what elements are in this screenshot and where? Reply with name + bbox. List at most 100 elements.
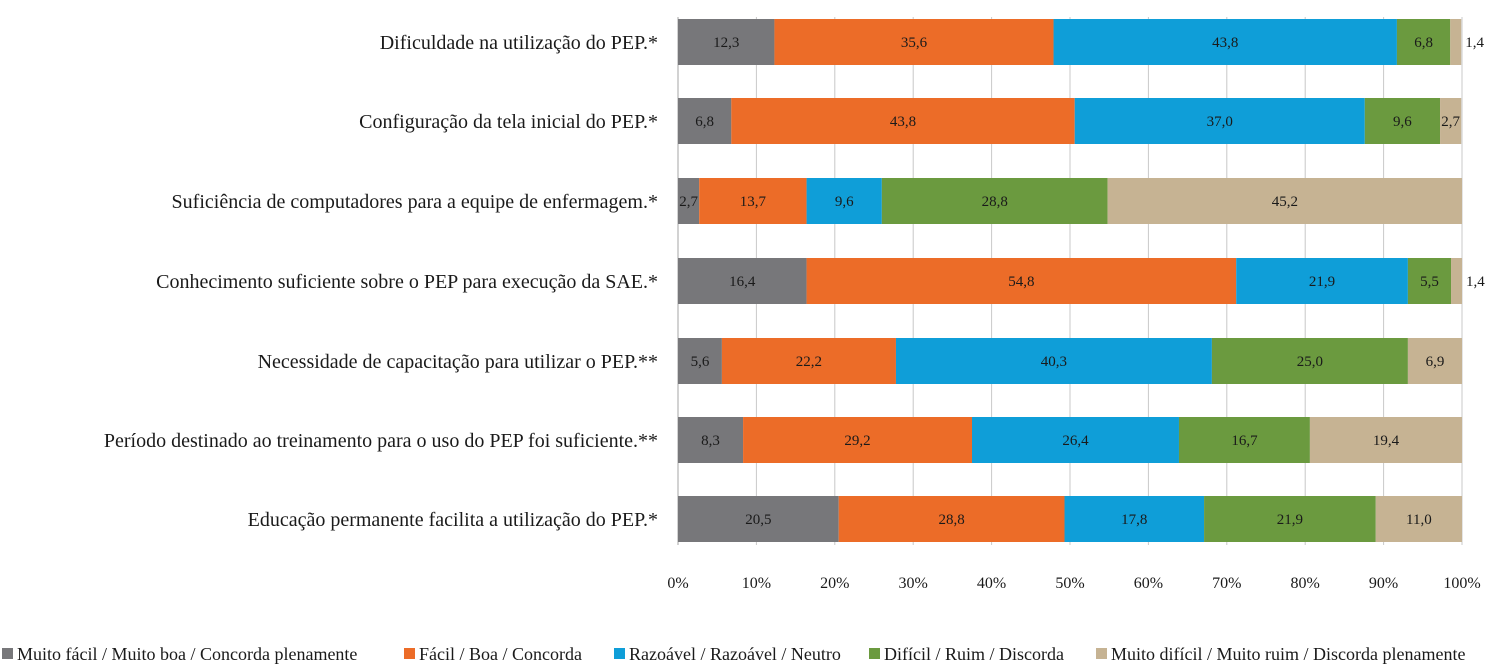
data-label: 45,2 (1272, 194, 1298, 210)
data-label: 21,9 (1309, 274, 1335, 290)
legend-swatch (614, 648, 625, 659)
bar-segment (743, 417, 972, 463)
x-tick-label: 20% (820, 575, 849, 592)
bar-segment (972, 417, 1179, 463)
bar-segment (881, 178, 1108, 224)
x-tick-label: 90% (1369, 575, 1398, 592)
bar-segment (1451, 258, 1462, 304)
bar-segment (1053, 19, 1397, 65)
data-label: 19,4 (1373, 433, 1400, 449)
data-label: 9,6 (835, 194, 854, 210)
category-label: Educação permanente facilita a utilizaçã… (248, 509, 658, 531)
data-label: 25,0 (1297, 354, 1323, 370)
legend-label: Difícil / Ruim / Discorda (884, 644, 1064, 664)
data-label: 13,7 (740, 194, 767, 210)
data-label: 29,2 (844, 433, 870, 449)
x-tick-label: 100% (1443, 575, 1480, 592)
legend-swatch (869, 648, 880, 659)
bar-segment (699, 178, 807, 224)
bar-segment (1407, 338, 1462, 384)
bar-segment (1236, 258, 1408, 304)
category-label: Configuração da tela inicial do PEP.* (359, 111, 658, 133)
data-label: 40,3 (1041, 354, 1067, 370)
bar-segment (731, 98, 1075, 144)
bar-segment (678, 178, 700, 224)
data-label: 22,2 (796, 354, 822, 370)
category-label: Período destinado ao treinamento para o … (104, 430, 658, 452)
legend-label: Muito fácil / Muito boa / Concorda plena… (17, 644, 357, 664)
data-label: 12,3 (713, 35, 739, 51)
category-labels: Dificuldade na utilização do PEP.* Config… (104, 32, 658, 531)
bar-segment (721, 338, 896, 384)
bar-segment (806, 178, 882, 224)
data-label: 2,7 (1441, 114, 1460, 130)
bar-segment (1440, 98, 1462, 144)
data-label: 9,6 (1393, 114, 1412, 130)
bar-segment (838, 496, 1065, 542)
data-label: 1,4 (1466, 274, 1485, 290)
x-tick-label: 60% (1134, 575, 1163, 592)
x-axis-tick-labels: 0% 10% 20% 30% 40% 50% 60% 70% 80% 90% 100% (667, 575, 1480, 592)
bar-segment (1064, 496, 1205, 542)
data-label: 6,9 (1426, 354, 1445, 370)
bar-segment (895, 338, 1212, 384)
bar-segment (1178, 417, 1310, 463)
x-tick-label: 10% (742, 575, 771, 592)
bar-segment (678, 417, 744, 463)
data-label: 21,9 (1277, 512, 1303, 528)
data-label: 35,6 (901, 35, 928, 51)
bar-segment (678, 496, 839, 542)
x-tick-label: 30% (899, 575, 928, 592)
legend: Muito fácil / Muito boa / Concorda plena… (2, 644, 1465, 664)
bar-segment (1074, 98, 1365, 144)
bar-segment (774, 19, 1054, 65)
bar-segment (1107, 178, 1462, 224)
data-label: 20,5 (745, 512, 771, 528)
bar-segment (1211, 338, 1408, 384)
bar-segment (1407, 258, 1452, 304)
data-label: 26,4 (1062, 433, 1089, 449)
legend-label: Razoável / Razoável / Neutro (629, 644, 841, 664)
data-label: 2,7 (679, 194, 698, 210)
data-label: 37,0 (1207, 114, 1233, 130)
bar-segment (1450, 19, 1462, 65)
data-label: 8,3 (701, 433, 720, 449)
data-label: 16,7 (1231, 433, 1258, 449)
bar-segment (678, 338, 722, 384)
x-tick-label: 80% (1291, 575, 1320, 592)
bar-segment (1364, 98, 1441, 144)
category-label: Conhecimento suficiente sobre o PEP para… (156, 271, 658, 293)
bar-segment (678, 19, 775, 65)
x-tick-label: 50% (1055, 575, 1084, 592)
legend-label: Muito difícil / Muito ruim / Discorda pl… (1111, 644, 1465, 664)
data-label: 6,8 (1414, 35, 1433, 51)
legend-swatch (404, 648, 415, 659)
data-label: 28,8 (982, 194, 1008, 210)
x-tick-label: 70% (1212, 575, 1241, 592)
data-label: 5,6 (691, 354, 710, 370)
category-label: Necessidade de capacitação para utilizar… (258, 351, 658, 373)
data-label: 54,8 (1008, 274, 1034, 290)
bar-segment (678, 258, 807, 304)
x-tick-label: 0% (667, 575, 688, 592)
bar-segment (1396, 19, 1451, 65)
x-tick-label: 40% (977, 575, 1006, 592)
bar-segment (1375, 496, 1462, 542)
bar-segment (678, 98, 732, 144)
bar-segment (1204, 496, 1376, 542)
data-label: 43,8 (1212, 35, 1238, 51)
data-label: 5,5 (1420, 274, 1439, 290)
data-label: 6,8 (695, 114, 714, 130)
legend-swatch (2, 648, 13, 659)
data-label: 16,4 (729, 274, 756, 290)
category-label: Suficiência de computadores para a equip… (172, 191, 658, 213)
data-label: 11,0 (1406, 512, 1432, 528)
bar-segment (1309, 417, 1462, 463)
data-label: 1,4 (1465, 35, 1484, 51)
category-label: Dificuldade na utilização do PEP.* (380, 32, 658, 54)
legend-swatch (1096, 648, 1107, 659)
data-label: 28,8 (938, 512, 964, 528)
data-label: 17,8 (1121, 512, 1147, 528)
bars-layer: 12,3 35,6 43,8 6,8 1,4 6,8 43,8 37,0 9,6 2,7 2,7 13… (678, 19, 1485, 542)
